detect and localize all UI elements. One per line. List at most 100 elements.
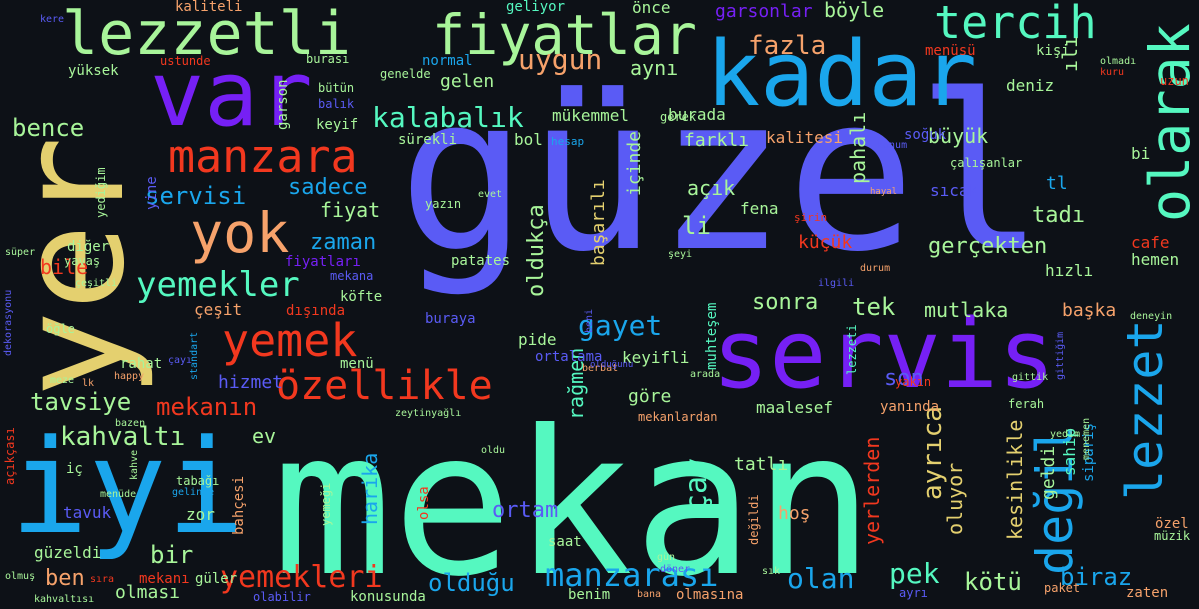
word-gayet: gayet [578, 309, 663, 342]
word-zor: zor [186, 505, 215, 524]
word-gerek: gerek [660, 110, 697, 124]
word-tercih: tercih [934, 0, 1097, 49]
word-fena: fena [740, 199, 779, 218]
word-kahvalti: kahvaltı [60, 422, 186, 452]
word-olmasina: olmasına [676, 587, 744, 603]
word-yaninda: yanında [880, 399, 940, 415]
word-zaman: zaman [310, 230, 377, 255]
word-ozellikle: özellikle [276, 363, 493, 409]
word-kalitesi: kalitesi [766, 128, 844, 147]
word-saat: saat [548, 534, 582, 550]
word-kaliteli: kaliteli [175, 0, 243, 15]
word-paket: paket [1044, 581, 1081, 595]
word-servis: servis [712, 300, 1056, 410]
word-gittik: gittik [1012, 372, 1049, 383]
word-guler: güler [195, 571, 238, 587]
word-mekana: mekana [330, 269, 374, 283]
word-maalesef: maalesef [756, 398, 834, 417]
word-yemekleri: yemekleri [220, 560, 383, 595]
word-deneyin: deneyin [1130, 311, 1173, 322]
word-fiyat: fiyat [320, 198, 381, 222]
word-bence: bence [12, 114, 85, 142]
word-cayi: çayı [168, 355, 193, 366]
word-konusunda: konusunda [350, 589, 426, 605]
word-berbat: berbat [582, 363, 619, 374]
word-manzara: manzara [168, 130, 358, 183]
word-muzik: müzik [1154, 529, 1191, 543]
word-gelen: gelen [440, 71, 495, 92]
word-manzarasi: manzarası [545, 556, 719, 594]
word-cesitli: çeşitli [75, 278, 118, 289]
word-ev: ev [252, 424, 277, 448]
word-bi: bi [1131, 144, 1151, 163]
word-durum: durum [860, 263, 891, 274]
word-uygun: uygun [518, 43, 603, 76]
word-kahve: kahve [129, 449, 140, 480]
word-degildi: değildi [747, 494, 761, 545]
word-geliyor: geliyor [506, 0, 566, 15]
word-balik: balık [318, 97, 355, 111]
word-kadar: kadar [706, 22, 977, 127]
word-uzun: uzun [1160, 74, 1189, 88]
word-olan: olan [787, 562, 855, 595]
word-mekanin: mekanın [156, 393, 258, 421]
word-ozel: özel [1155, 516, 1189, 532]
word-iyi: iyi [10, 411, 245, 563]
word-tavuk: tavuk [63, 503, 112, 522]
word-farkli: farklı [684, 130, 750, 151]
word-kotu: kötü [964, 568, 1022, 596]
word-ic: iç [66, 461, 83, 477]
word-menude: menüde [100, 489, 137, 500]
word-tabagi: tabağı [176, 474, 220, 488]
word-dekorasyonu: dekorasyonu [3, 289, 14, 356]
word-bol: bol [514, 130, 543, 149]
word-ben: ben [45, 566, 85, 591]
word-olsa: olsa [416, 486, 432, 520]
word-gittigim: gittiğim [1055, 331, 1066, 380]
word-patates: patates [451, 253, 511, 269]
word-yedigim: yediğim [94, 167, 108, 218]
word-menusu: menüsü [925, 43, 976, 59]
word-burada: burada [668, 105, 726, 124]
word-normal: normal [422, 53, 473, 69]
word-oluyor: oluyor [943, 462, 967, 535]
word-disinda: dışında [286, 303, 346, 319]
word-calisanlar: çalışanlar [950, 156, 1023, 170]
word-mekanlardan: mekanlardan [638, 410, 718, 424]
word-olmus: olmuş [5, 571, 36, 582]
word-kuru: kuru [1100, 67, 1125, 78]
word-tavsiye: tavsiye [30, 388, 132, 416]
word-kisi: kişi [1036, 43, 1070, 59]
word-buraya: buraya [425, 311, 476, 327]
word-oldu: oldu [481, 445, 506, 456]
word-lezzetli: lezzetli [62, 0, 351, 69]
word-ortalama: ortalama [535, 349, 603, 365]
word-happy: happy [114, 371, 145, 382]
word-zeytinyagli: zeytinyağlı [395, 408, 462, 419]
word-muhtesem: muhteşem [704, 302, 720, 370]
word-konum: konum [877, 140, 908, 151]
word-surekli: sürekli [398, 132, 458, 148]
word-once: önce [632, 0, 671, 17]
word-oldugunu: olduğunu [590, 360, 634, 370]
word-bir: bir [150, 541, 194, 569]
word-olabilir: olabilir [253, 590, 311, 604]
word-deniz: deniz [1006, 76, 1055, 95]
word-garson: garson [275, 79, 291, 130]
word-gercekten: gerçekten [928, 234, 1048, 259]
word-yemekler: yemekler [136, 265, 300, 305]
word-mukemmel: mükemmel [552, 106, 630, 125]
word-bahcesi: bahçesi [231, 475, 247, 535]
word-yavas: yavaş [64, 254, 101, 268]
word-pek: pek [889, 557, 940, 590]
word-kere: kere [40, 14, 65, 25]
word-pahali: pahalı [846, 111, 870, 184]
word-zaten: zaten [1126, 585, 1169, 601]
word-kalabalik: kalabalık [372, 101, 524, 134]
word-sik: sık [762, 566, 781, 577]
word-guzel: güzel [398, 48, 1046, 299]
word-yemek: yemek [222, 314, 358, 367]
word-tek: tek [852, 293, 896, 321]
word-sicak: sıcak [930, 181, 979, 200]
word-yedim: yedim [1050, 429, 1081, 440]
